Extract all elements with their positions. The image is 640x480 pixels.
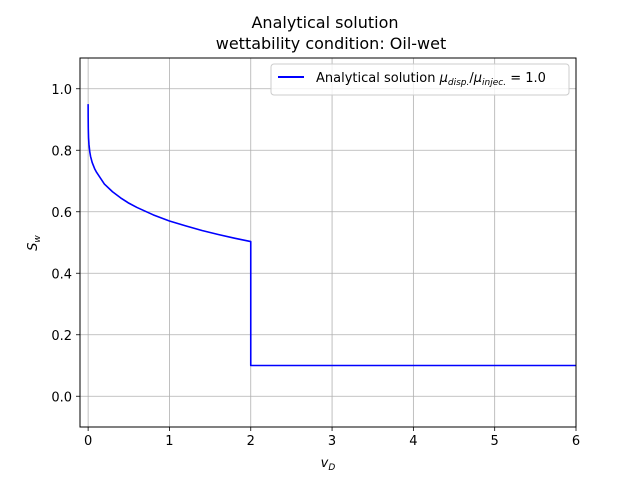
legend-label-mu2: μ xyxy=(473,71,482,86)
legend: Analytical solution μdisp./μinjec. = 1.0 xyxy=(270,63,570,96)
x-tick-label: 1 xyxy=(165,434,173,449)
x-axis-label-symbol: v xyxy=(321,456,329,471)
chart-title-line1: Analytical solution xyxy=(251,13,398,32)
x-axis-ticks: 0 1 2 3 4 5 6 xyxy=(84,427,580,449)
x-axis-label: vD xyxy=(321,456,336,473)
legend-label-suffix: = 1.0 xyxy=(506,71,546,86)
series-line xyxy=(87,104,576,367)
legend-label-slash: / xyxy=(469,71,474,86)
plot-frame xyxy=(79,57,577,428)
y-axis-ticks: 0.0 0.2 0.4 0.6 0.8 1.0 xyxy=(51,83,80,405)
y-tick-label: 0.0 xyxy=(51,390,72,405)
y-tick-label: 0.2 xyxy=(51,329,72,344)
x-tick-label: 0 xyxy=(84,434,92,449)
y-tick-label: 0.4 xyxy=(51,267,72,282)
x-tick-label: 3 xyxy=(328,434,336,449)
legend-label-sub2: injec. xyxy=(482,78,506,88)
y-axis-label-symbol: S xyxy=(26,243,41,251)
y-tick-label: 0.6 xyxy=(51,206,72,221)
grid xyxy=(80,58,577,427)
legend-box xyxy=(270,63,570,96)
y-tick-label: 1.0 xyxy=(51,83,72,98)
x-tick-label: 6 xyxy=(572,434,580,449)
y-axis-label-sub: w xyxy=(33,235,43,243)
x-tick-label: 4 xyxy=(409,434,417,449)
legend-label: Analytical solution μdisp./μinjec. = 1.0 xyxy=(316,71,546,88)
x-tick-label: 5 xyxy=(491,434,499,449)
chart-title-line2: wettability condition: Oil-wet xyxy=(216,34,447,53)
series-layer xyxy=(87,104,576,367)
x-axis-label-sub: D xyxy=(328,463,335,473)
x-tick-label: 2 xyxy=(247,434,255,449)
legend-label-sub1: disp. xyxy=(448,78,469,88)
y-axis-label: Sw xyxy=(26,235,43,251)
y-tick-label: 0.8 xyxy=(51,144,72,159)
legend-label-mu1: μ xyxy=(439,71,448,86)
legend-label-prefix: Analytical solution xyxy=(316,71,440,86)
